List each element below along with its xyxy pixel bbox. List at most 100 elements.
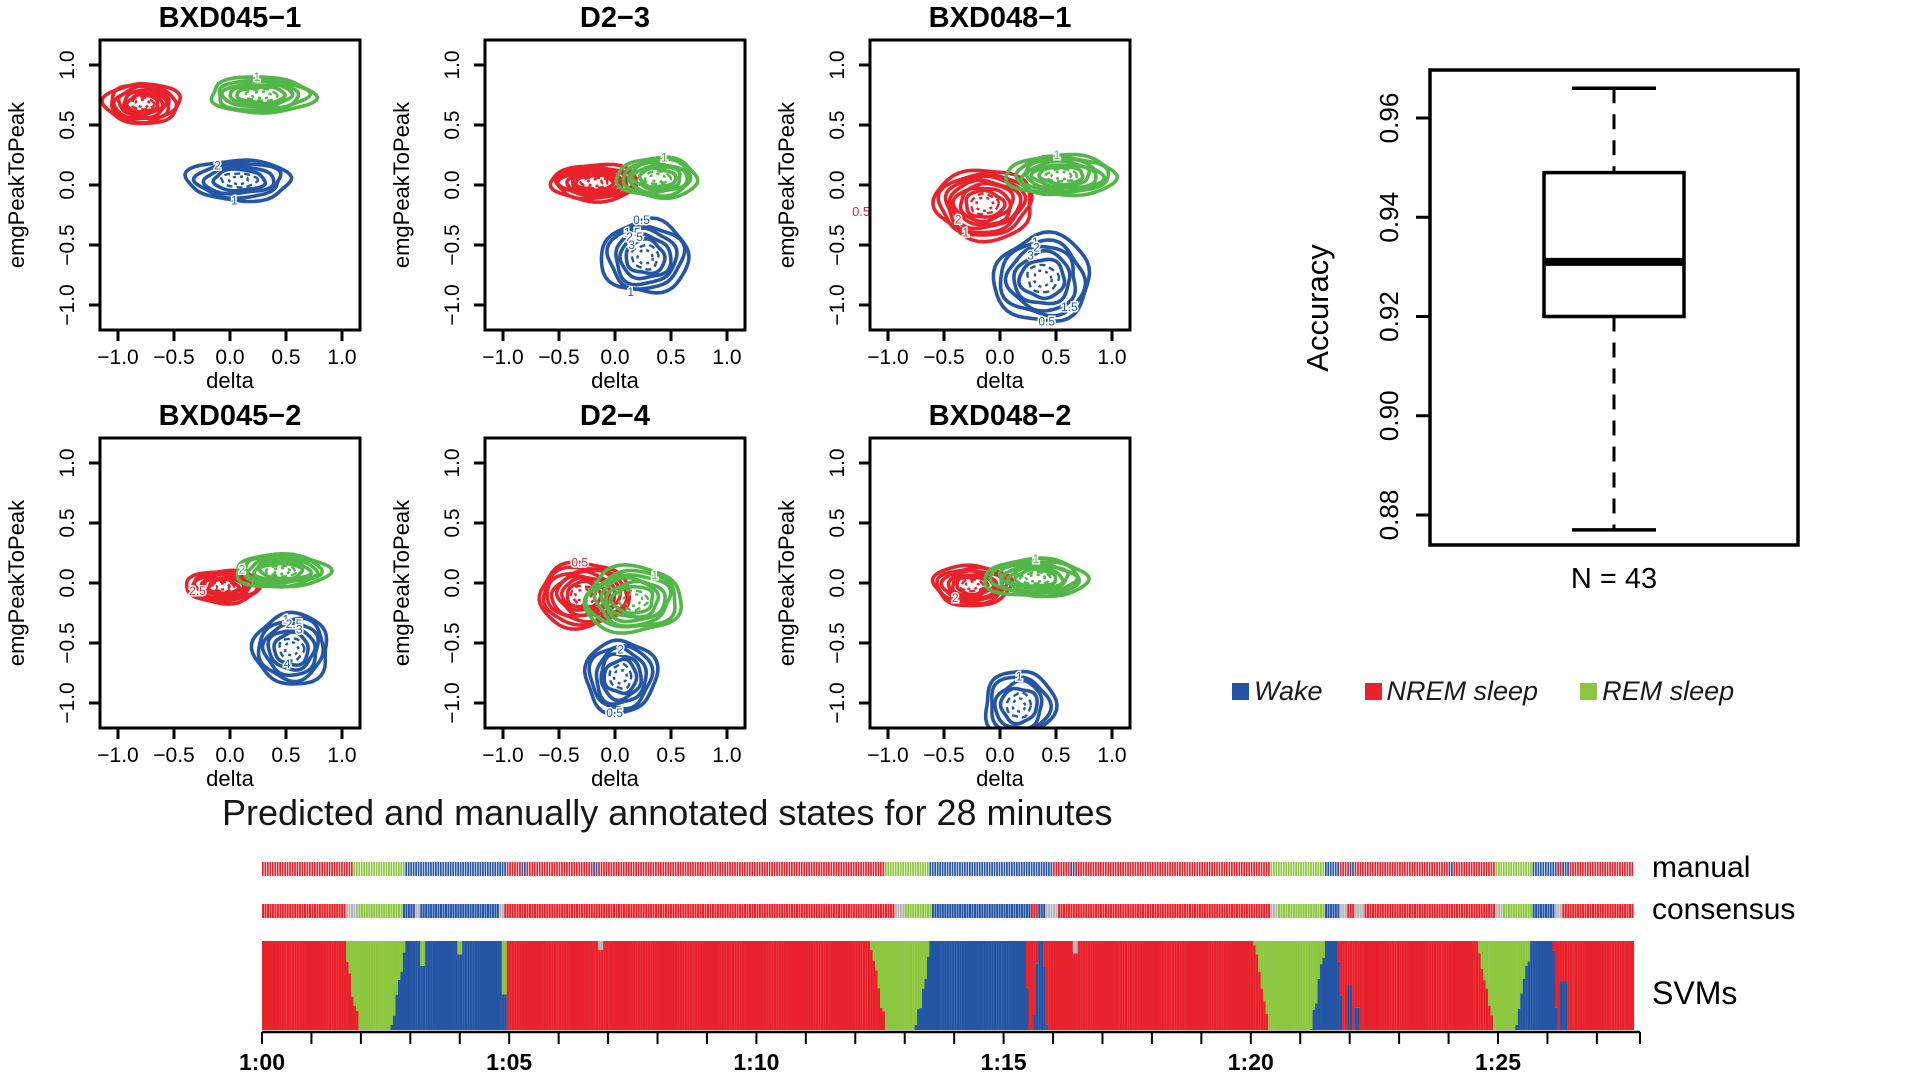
consensus-bar-epoch <box>580 904 583 918</box>
svms-epoch <box>1100 941 1103 1030</box>
svms-epoch <box>1033 1014 1036 1030</box>
consensus-bar-epoch <box>1490 904 1493 918</box>
svms-epoch <box>1065 941 1069 1030</box>
contour-ring <box>943 174 1028 235</box>
consensus-bar-epoch <box>875 904 878 918</box>
consensus-bar-epoch <box>1344 904 1347 918</box>
consensus-bar-epoch <box>1544 904 1548 918</box>
svms-epoch <box>383 941 386 1030</box>
svms-epoch <box>627 941 631 1030</box>
svms-epoch <box>870 941 873 950</box>
consensus-bar-epoch <box>380 904 383 918</box>
svms-epoch <box>390 1024 394 1030</box>
svms-epoch <box>1438 941 1442 1030</box>
manual-bar-epoch <box>1102 862 1105 876</box>
consensus-bar-epoch <box>1070 904 1073 918</box>
manual-bar-epoch <box>763 862 766 876</box>
manual-bar-epoch <box>748 862 751 876</box>
consensus-bar-epoch <box>840 904 843 918</box>
consensus-bar-epoch <box>410 904 413 918</box>
manual-bar-epoch <box>682 862 684 876</box>
svms-epoch <box>1431 941 1434 1030</box>
manual-bar-epoch <box>1075 862 1077 876</box>
contour-ring <box>183 158 294 204</box>
manual-bar-epoch <box>316 862 319 876</box>
consensus-bar-epoch <box>815 904 818 918</box>
svms-epoch <box>632 941 636 1030</box>
manual-bar-epoch <box>1591 862 1594 876</box>
manual-bar-epoch <box>504 862 506 876</box>
consensus-bar-epoch <box>1174 904 1177 918</box>
contour-svg-BXD045-1: BXD045−1121−1.0−1.0−0.5−0.50.00.00.50.51… <box>4 2 362 393</box>
consensus-bar-epoch <box>306 904 309 918</box>
consensus-bar-epoch <box>1048 904 1051 918</box>
contour-ring <box>112 84 171 121</box>
svms-epoch <box>321 941 324 1030</box>
consensus-bar-epoch <box>1218 904 1221 918</box>
consensus-bar-epoch <box>575 904 578 918</box>
manual-bar-epoch <box>486 862 489 876</box>
svms-epoch <box>1483 980 1486 1030</box>
svms-epoch <box>1624 941 1627 1030</box>
manual-bar-epoch <box>1500 862 1503 876</box>
manual-bar-epoch <box>625 862 628 876</box>
consensus-bar-epoch <box>1362 904 1365 918</box>
contour-level-label: 2.5 <box>626 230 643 244</box>
svms-epoch <box>1174 941 1177 1030</box>
consensus-bar-epoch <box>709 904 712 918</box>
consensus-bar-epoch <box>1436 904 1439 918</box>
consensus-bar-epoch <box>1154 904 1157 918</box>
y-tick-label: 0.0 <box>441 170 464 199</box>
consensus-bar-epoch <box>266 904 269 918</box>
svms-epoch <box>1097 941 1101 1030</box>
consensus-bar-epoch <box>892 904 895 918</box>
svms-epoch <box>400 971 404 1030</box>
svms-epoch <box>299 941 302 1030</box>
svms-epoch <box>1324 941 1328 1030</box>
consensus-bar-epoch <box>353 904 356 918</box>
svms-epoch <box>944 941 947 1030</box>
consensus-bar-epoch <box>1366 904 1370 918</box>
x-tick-label: 1.0 <box>1097 744 1126 767</box>
svms-epoch <box>704 941 708 1030</box>
manual-bar-epoch <box>736 862 739 876</box>
svms-epoch <box>835 941 839 1030</box>
svms-epoch <box>1045 1024 1049 1030</box>
consensus-bar-epoch <box>973 904 976 918</box>
consensus-bar-epoch <box>1500 904 1503 918</box>
consensus-bar-epoch <box>954 904 957 918</box>
manual-bar-epoch <box>966 862 969 876</box>
contour-ring <box>649 172 666 183</box>
consensus-bar-epoch <box>887 904 890 918</box>
contour-ring <box>548 162 639 204</box>
consensus-bar-epoch <box>373 904 376 918</box>
svms-epoch <box>1176 941 1180 1030</box>
contour-level-label: 2 <box>955 213 962 227</box>
consensus-bar-epoch <box>605 904 608 918</box>
consensus-bar-epoch <box>348 904 351 918</box>
x-tick-label: 0.5 <box>271 744 300 767</box>
manual-bar-epoch <box>847 862 850 876</box>
manual-bar-epoch <box>1218 862 1221 876</box>
manual-bar-epoch <box>585 862 588 876</box>
consensus-bar-epoch <box>284 904 287 918</box>
consensus-bar-epoch <box>776 904 779 918</box>
svms-epoch <box>524 941 527 1030</box>
svms-epoch <box>1260 941 1264 989</box>
contour-ring <box>1005 691 1032 719</box>
svms-epoch <box>400 941 404 972</box>
manual-bar-epoch <box>383 862 385 876</box>
y-tick-label: −0.5 <box>56 224 79 265</box>
manual-bar-epoch <box>771 862 773 876</box>
consensus-bar-epoch <box>744 904 747 918</box>
consensus-bar-epoch <box>308 904 312 918</box>
manual-bar-epoch <box>973 862 976 876</box>
manual-bar-epoch <box>1394 862 1396 876</box>
manual-bar-epoch <box>479 862 482 876</box>
svms-epoch <box>1320 941 1323 965</box>
svms-epoch <box>1072 953 1076 1030</box>
consensus-bar-epoch <box>338 904 341 918</box>
subplot-title: BXD045−2 <box>159 400 302 432</box>
svms-epoch <box>818 941 821 1030</box>
svms-epoch <box>343 941 347 1030</box>
